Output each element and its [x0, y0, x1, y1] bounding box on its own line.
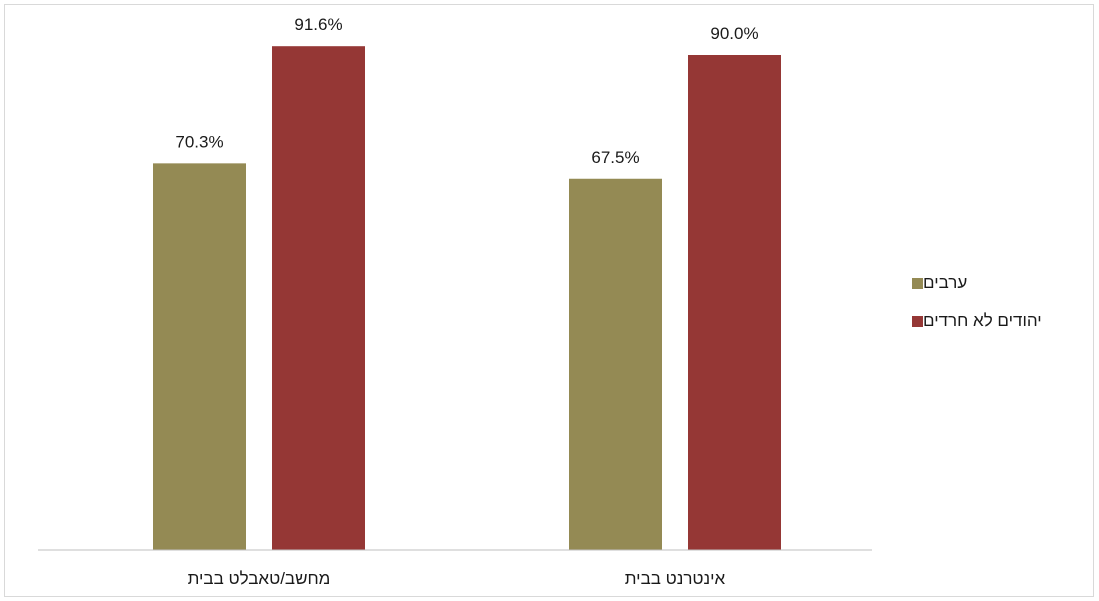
legend-swatch-arabs	[912, 277, 923, 289]
category-label-1: אינטרנט בבית	[625, 569, 726, 588]
bar-0-1	[272, 46, 365, 550]
category-label-0: מחשב/טאבלט בבית	[188, 569, 331, 588]
bars-group	[153, 46, 781, 550]
legend-item-non-haredi-jews: יהודים לא חרדים	[912, 310, 1092, 332]
data-label-1-0: 67.5%	[591, 148, 639, 167]
bar-0-0	[153, 163, 246, 550]
data-label-0-0: 70.3%	[175, 132, 223, 151]
legend-swatch-non-haredi-jews	[912, 315, 923, 327]
legend-item-arabs: ערבים	[912, 272, 1092, 294]
legend: ערבים יהודים לא חרדים	[912, 272, 1092, 348]
category-labels-group: מחשב/טאבלט בבית אינטרנט בבית	[188, 569, 726, 588]
data-label-1-1: 90.0%	[710, 24, 758, 43]
data-labels-group: 70.3% 91.6% 67.5% 90.0%	[175, 15, 758, 167]
data-label-0-1: 91.6%	[294, 15, 342, 34]
legend-label-non-haredi-jews: יהודים לא חרדים	[923, 311, 1042, 330]
bar-1-0	[569, 178, 662, 550]
legend-label-arabs: ערבים	[923, 273, 968, 292]
bar-1-1	[688, 55, 781, 550]
